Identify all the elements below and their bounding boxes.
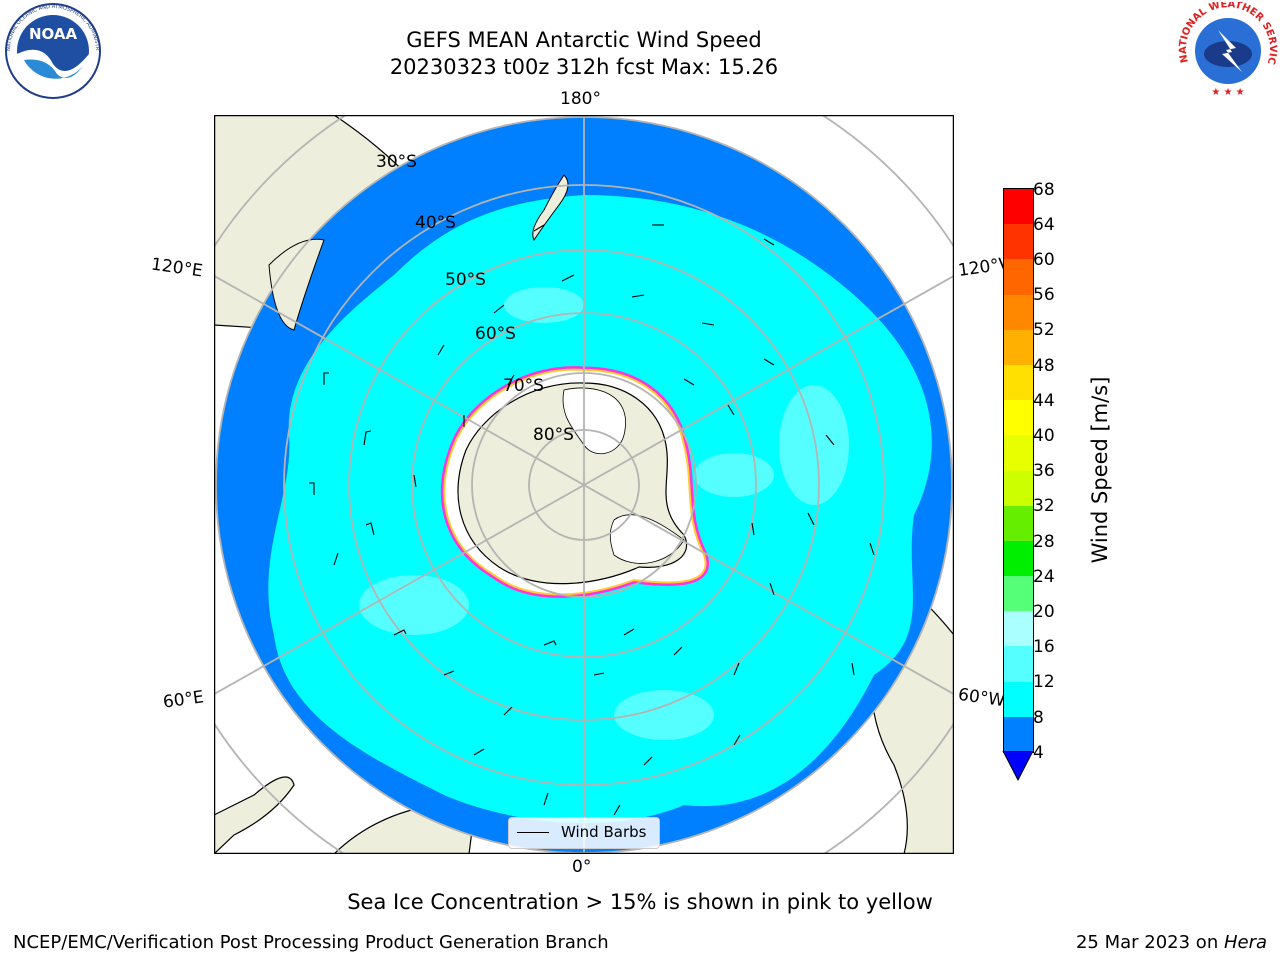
colorbar-segment [1004, 400, 1033, 436]
lat-label-80s: 80°S [533, 425, 574, 445]
colorbar-tick: 12 [1033, 672, 1055, 692]
colorbar-tick: 68 [1033, 180, 1055, 200]
colorbar-label: Wind Speed [m/s] [1088, 376, 1112, 564]
sea-ice-caption: Sea Ice Concentration > 15% is shown in … [347, 890, 933, 914]
colorbar-tick: 44 [1033, 391, 1055, 411]
colorbar-tick: 52 [1033, 320, 1055, 340]
colorbar-segment [1004, 329, 1033, 365]
colorbar-segment [1004, 364, 1033, 401]
colorbar-segment [1004, 646, 1033, 682]
colorbar-tick: 20 [1033, 602, 1055, 622]
colorbar-segment [1004, 470, 1033, 506]
footer-date: 25 Mar 2023 on [1075, 932, 1224, 953]
colorbar-tick: 40 [1033, 426, 1055, 446]
lon-label-60e: 60°E [161, 687, 206, 713]
map-frame [214, 115, 954, 854]
legend-box: Wind Barbs [508, 817, 660, 849]
noaa-logo: NOAA NATIONAL OCEANIC AND ATMOSPHERIC AD… [2, 2, 101, 99]
colorbar-segment [1004, 435, 1033, 471]
polar-map [214, 115, 954, 854]
colorbar-tick: 16 [1033, 637, 1055, 657]
colorbar-segment [1004, 681, 1033, 717]
nws-logo: NATIONAL WEATHER SERVICE ★ ★ ★ [1178, 2, 1278, 98]
lat-label-70s: 70°S [503, 376, 544, 396]
svg-text:★ ★ ★: ★ ★ ★ [1211, 87, 1244, 98]
legend-line [517, 832, 549, 833]
legend-label: Wind Barbs [561, 823, 647, 841]
colorbar-tick: 32 [1033, 496, 1055, 516]
footer-left: NCEP/EMC/Verification Post Processing Pr… [13, 932, 609, 953]
colorbar-tick: 60 [1033, 250, 1055, 270]
colorbar-tick: 8 [1033, 708, 1044, 728]
colorbar-segment [1004, 716, 1033, 752]
colorbar-tick: 56 [1033, 285, 1055, 305]
lat-label-50s: 50°S [445, 270, 486, 290]
colorbar-segment [1004, 540, 1033, 577]
colorbar-tick: 4 [1033, 743, 1044, 763]
noaa-text: NOAA [29, 25, 78, 43]
lon-label-60w: 60°W [956, 684, 1007, 712]
colorbar-tick: 48 [1033, 356, 1055, 376]
lon-label-0: 0° [572, 857, 592, 877]
footer-right: 25 Mar 2023 on Hera [1076, 932, 1267, 953]
lat-label-30s: 30°S [376, 152, 417, 172]
lon-label-120e: 120°E [149, 254, 204, 282]
colorbar [1003, 188, 1034, 753]
footer-host: Hera [1223, 932, 1267, 953]
colorbar-tick: 24 [1033, 567, 1055, 587]
lon-label-180: 180° [560, 89, 601, 109]
chart-title: GEFS MEAN Antarctic Wind Speed [406, 28, 762, 52]
lat-label-40s: 40°S [415, 213, 456, 233]
colorbar-under-arrow [1002, 751, 1034, 781]
chart-subtitle: 20230323 t00z 312h fcst Max: 15.26 [389, 55, 779, 79]
lat-label-60s: 60°S [475, 324, 516, 344]
colorbar-tick: 28 [1033, 532, 1055, 552]
colorbar-segment [1004, 611, 1033, 647]
colorbar-tick: 36 [1033, 461, 1055, 481]
colorbar-segment [1004, 505, 1033, 541]
colorbar-segment [1004, 189, 1033, 225]
colorbar-tick: 64 [1033, 215, 1055, 235]
colorbar-segment [1004, 224, 1033, 260]
wind-barbs [309, 224, 875, 816]
colorbar-segment [1004, 576, 1033, 612]
colorbar-segment [1004, 294, 1033, 330]
colorbar-segment [1004, 259, 1033, 295]
